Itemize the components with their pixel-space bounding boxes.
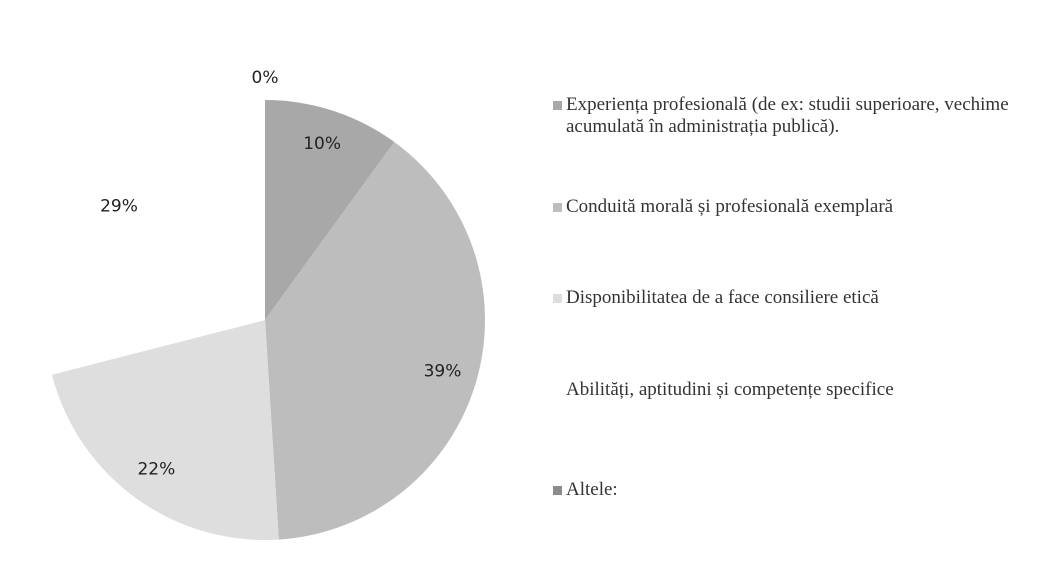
legend-swatch xyxy=(553,101,562,110)
pie-slice xyxy=(265,100,395,320)
legend-item: Conduită morală și profesională exemplar… xyxy=(553,196,1033,218)
data-label: 39% xyxy=(424,362,462,382)
legend-label: Altele: xyxy=(566,479,618,500)
legend-label: Abilități, aptitudini și competențe spec… xyxy=(566,379,894,400)
data-label: 29% xyxy=(100,197,138,217)
pie-slice xyxy=(51,320,279,540)
pie-slice xyxy=(44,100,265,375)
legend-item: Disponibilitatea de a face consiliere et… xyxy=(553,287,1033,309)
legend-item: Abilități, aptitudini și competențe spec… xyxy=(553,379,1033,401)
pie-slice xyxy=(265,142,485,540)
data-label: 22% xyxy=(137,460,175,480)
legend-swatch xyxy=(553,386,562,395)
data-label: 0% xyxy=(252,68,279,88)
legend-item: Experiența profesională (de ex: studii s… xyxy=(553,94,1033,138)
legend-label: Conduită morală și profesională exemplar… xyxy=(566,196,894,217)
legend-item: Altele: xyxy=(553,479,1033,501)
legend-swatch xyxy=(553,294,562,303)
legend-label: Experiența profesională (de ex: studii s… xyxy=(566,94,1009,137)
legend-swatch xyxy=(553,203,562,212)
legend-label: Disponibilitatea de a face consiliere et… xyxy=(566,287,879,308)
legend-swatch xyxy=(553,486,562,495)
data-label: 10% xyxy=(303,134,341,154)
chart: 10% 39% 22% 29% 0% xyxy=(44,68,485,540)
